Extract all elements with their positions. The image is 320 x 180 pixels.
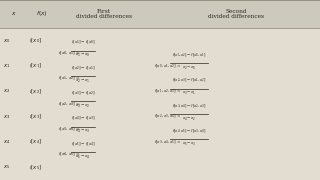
Text: $x_5-x_3$: $x_5-x_3$: [181, 141, 196, 148]
Text: $x_1$: $x_1$: [3, 62, 10, 70]
Text: $f[x_3]$: $f[x_3]$: [29, 112, 42, 121]
Text: Second
divided differences: Second divided differences: [208, 9, 264, 19]
Text: $x_5-x_4$: $x_5-x_4$: [75, 153, 91, 161]
Text: $x_1-x_0$: $x_1-x_0$: [76, 52, 91, 59]
Text: $x_2$: $x_2$: [3, 87, 10, 95]
Text: $f[x_0,x_1,x_2]=$: $f[x_0,x_1,x_2]=$: [154, 62, 181, 69]
Text: $f[x_0,x_1]=$: $f[x_0,x_1]=$: [58, 50, 80, 57]
Text: $x_4-x_2$: $x_4-x_2$: [182, 115, 196, 123]
Text: $f[x_3,x_4]-f[x_2,x_3]$: $f[x_3,x_4]-f[x_2,x_3]$: [172, 103, 206, 110]
Text: $f[x_1]-f[x_0]$: $f[x_1]-f[x_0]$: [71, 39, 96, 46]
Text: $x_2-x_0$: $x_2-x_0$: [181, 64, 196, 72]
Text: $f(x)$: $f(x)$: [36, 9, 47, 18]
Text: $x_3-x_2$: $x_3-x_2$: [76, 103, 91, 110]
Text: $f[x_2,x_3]-f[x_1,x_2]$: $f[x_2,x_3]-f[x_1,x_2]$: [172, 77, 206, 84]
Text: $f[x_4]-f[x_3]$: $f[x_4]-f[x_3]$: [71, 115, 96, 122]
Bar: [0, 0, 320, 28]
Text: $f[x_1,x_2]=$: $f[x_1,x_2]=$: [58, 75, 80, 82]
Text: $x_0$: $x_0$: [3, 37, 10, 44]
Text: $f[x_2,x_3]=$: $f[x_2,x_3]=$: [58, 100, 80, 108]
Text: $f[x_4,x_5]=$: $f[x_4,x_5]=$: [58, 151, 80, 158]
Text: $f[x_0]$: $f[x_0]$: [29, 36, 42, 45]
Text: $x_2-x_1$: $x_2-x_1$: [76, 77, 91, 85]
Text: $f[x_1,x_2]-f[x_0,x_1]$: $f[x_1,x_2]-f[x_0,x_1]$: [172, 52, 206, 59]
Text: $f[x_5]$: $f[x_5]$: [29, 163, 42, 172]
Text: $f[x_4]$: $f[x_4]$: [29, 138, 42, 146]
Text: $f[x_1]$: $f[x_1]$: [29, 62, 42, 70]
Text: $f[x_2]-f[x_1]$: $f[x_2]-f[x_1]$: [71, 64, 96, 72]
Text: $f[x_2]$: $f[x_2]$: [29, 87, 42, 96]
Text: First
divided differences: First divided differences: [76, 9, 132, 19]
Text: $f[x_3,x_4,x_5]=$: $f[x_3,x_4,x_5]=$: [154, 138, 181, 146]
Text: $x$: $x$: [11, 10, 16, 17]
Text: $f[x_3]-f[x_2]$: $f[x_3]-f[x_2]$: [71, 90, 96, 97]
Text: $x_3-x_1$: $x_3-x_1$: [182, 90, 196, 97]
Text: $f[x_1,x_2,x_3]=$: $f[x_1,x_2,x_3]=$: [154, 88, 181, 95]
Text: $f[x_5]-f[x_4]$: $f[x_5]-f[x_4]$: [71, 141, 96, 148]
Text: $x_3$: $x_3$: [3, 113, 10, 121]
Bar: [0, 28, 320, 180]
Text: $x_4$: $x_4$: [3, 138, 10, 146]
Text: $f[x_4,x_5]-f[x_3,x_4]$: $f[x_4,x_5]-f[x_3,x_4]$: [172, 128, 206, 135]
Text: $f[x_3,x_4]=$: $f[x_3,x_4]=$: [58, 126, 80, 133]
Text: $x_5$: $x_5$: [3, 163, 10, 171]
Text: $f[x_2,x_3,x_4]=$: $f[x_2,x_3,x_4]=$: [154, 113, 181, 120]
Text: $x_4-x_3$: $x_4-x_3$: [76, 128, 91, 135]
